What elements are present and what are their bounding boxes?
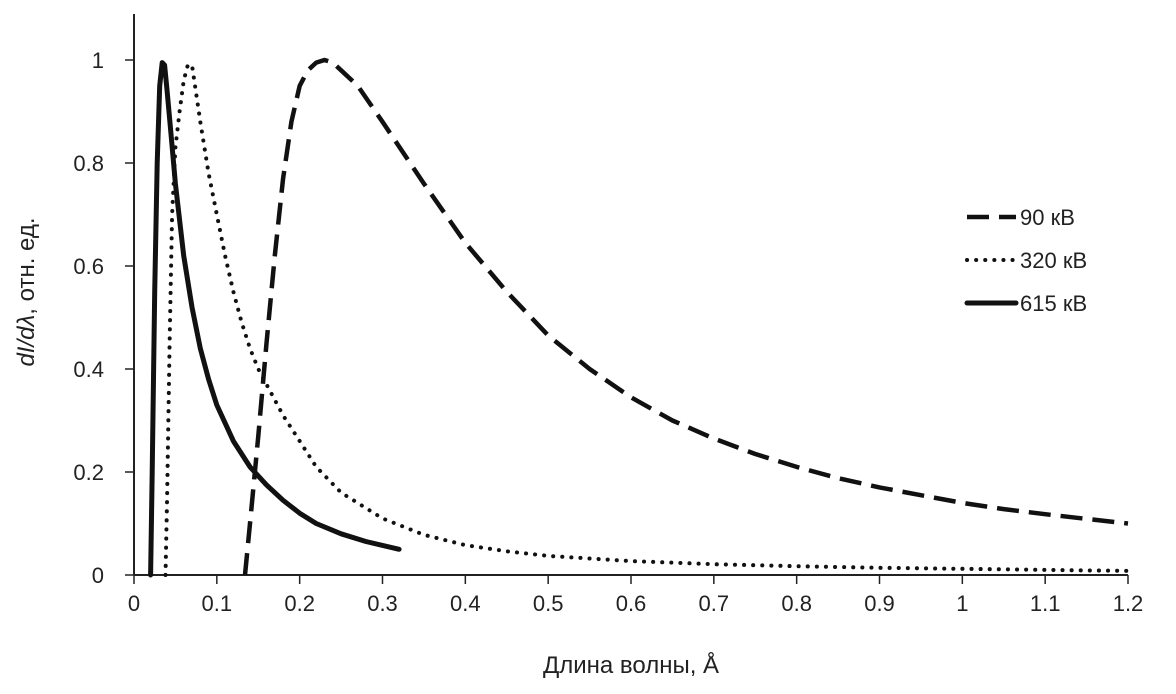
y-ticks: 0 0.2 0.4 0.6 0.8 1 <box>73 48 134 588</box>
axes <box>133 14 1128 576</box>
x-tick-label: 0.6 <box>616 591 647 616</box>
x-tick-label: 0.9 <box>864 591 895 616</box>
x-tick-label: 0.8 <box>781 591 812 616</box>
y-tick-label: 0.6 <box>73 254 104 279</box>
y-axis-title-slash-d: /d <box>13 326 40 349</box>
x-axis-title: Длина волны, Å <box>543 651 719 679</box>
x-tick-label: 0.3 <box>367 591 398 616</box>
x-tick-label: 0.4 <box>450 591 481 616</box>
x-tick-label: 0.7 <box>699 591 730 616</box>
y-axis-title: dI/dλ, отн. ед. <box>13 217 40 366</box>
series-line-2 <box>148 60 402 578</box>
y-tick-label: 0.8 <box>73 151 104 176</box>
x-tick-label: 0.2 <box>284 591 315 616</box>
y-axis-title-d: d <box>13 353 40 367</box>
y-tick-label: 0.4 <box>73 357 104 382</box>
x-tick-label: 0.1 <box>202 591 233 616</box>
y-tick-label: 0.2 <box>73 460 104 485</box>
x-tick-label: 1 <box>956 591 968 616</box>
x-ticks: 0 0.1 0.2 0.3 0.4 0.5 0.6 0.7 0.8 0.9 1 1.1 1.2 <box>128 575 1143 616</box>
series-layer <box>148 57 1130 578</box>
series-line-0 <box>242 57 1129 576</box>
y-tick-label: 1 <box>92 48 104 73</box>
x-tick-label: 1.1 <box>1030 591 1061 616</box>
x-tick-label: 0.5 <box>533 591 564 616</box>
y-axis-title-lambda: λ <box>13 315 40 329</box>
y-axis-title-units: , отн. ед. <box>13 217 40 314</box>
y-axis-title-i: I <box>13 346 40 353</box>
x-tick-label: 0 <box>128 591 140 616</box>
series-line-1 <box>163 63 1130 577</box>
y-tick-label: 0 <box>92 563 104 588</box>
legend: 90 кВ 320 кВ 615 кВ <box>964 205 1087 316</box>
legend-label-1: 320 кВ <box>1020 248 1087 273</box>
x-tick-label: 1.2 <box>1113 591 1144 616</box>
legend-label-0: 90 кВ <box>1020 205 1075 230</box>
legend-label-2: 615 кВ <box>1020 291 1087 316</box>
